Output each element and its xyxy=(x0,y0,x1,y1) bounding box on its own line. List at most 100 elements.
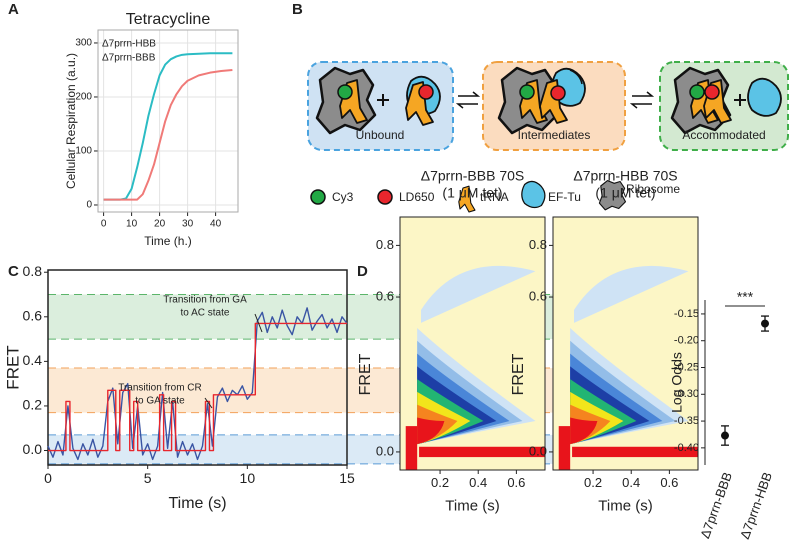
y-tick-label: 100 xyxy=(75,146,92,157)
ld650 xyxy=(418,84,434,100)
y-tick-label: 0.8 xyxy=(529,237,547,252)
legend-icon xyxy=(310,189,326,205)
y-tick-label: 0.0 xyxy=(529,443,547,458)
x-tick-label: 10 xyxy=(240,470,256,486)
x-axis-label: Time (s) xyxy=(598,498,652,515)
legend-label: LD650 xyxy=(399,190,435,204)
y-axis-label: Log Odds xyxy=(669,352,685,413)
y-tick-label: -0.40 xyxy=(674,442,699,454)
plus xyxy=(377,94,389,106)
annotation-leader xyxy=(204,397,213,409)
x-tick-label: 0.4 xyxy=(469,475,487,490)
series-line xyxy=(47,307,348,461)
legend-label: Cy3 xyxy=(332,190,354,204)
y-tick-label: -0.30 xyxy=(674,388,699,400)
chart-title: Δ7prrn-BBB 70S xyxy=(421,168,525,184)
contour-band xyxy=(558,426,571,470)
state-label: Accommodated xyxy=(682,128,765,142)
cy3 xyxy=(337,84,353,100)
legend-icon xyxy=(521,180,546,209)
annotation: to GA state xyxy=(135,396,185,407)
state-band xyxy=(48,294,650,340)
x-tick-label: Δ7prrn-HBB xyxy=(737,470,775,541)
legend-label: Δ7prrn-HBB xyxy=(102,39,156,50)
contour-band xyxy=(417,417,445,445)
panel-label: A xyxy=(8,1,19,18)
annotation: Transition from GA xyxy=(163,295,247,306)
annotation: to AC state xyxy=(181,308,230,319)
x-tick-label: 0 xyxy=(101,219,107,230)
y-tick-label: -0.20 xyxy=(674,335,699,347)
y-tick-label: 0.8 xyxy=(376,237,394,252)
legend-label: Δ7prrn-BBB xyxy=(102,53,156,64)
contour-band xyxy=(405,426,418,470)
contour-band xyxy=(419,446,545,458)
x-axis-label: Time (s) xyxy=(168,495,226,512)
contour-band xyxy=(570,417,598,445)
x-tick-label: 30 xyxy=(182,219,194,230)
contour-band xyxy=(572,446,698,458)
x-tick-label: Δ7prrn-BBB xyxy=(697,470,735,540)
chart-title: Tetracycline xyxy=(126,11,211,28)
legend-label: Ribosome xyxy=(626,182,680,196)
x-tick-label: 0.6 xyxy=(507,475,525,490)
equilibrium xyxy=(629,91,655,109)
y-tick-label: 300 xyxy=(75,38,92,49)
legend-label: tRNA xyxy=(480,190,509,204)
x-axis-label: Time (h.) xyxy=(144,234,192,248)
y-tick-label: 0.6 xyxy=(23,308,43,324)
legend-label: EF-Tu xyxy=(548,190,581,204)
chart-title: Δ7prrn-HBB 70S xyxy=(573,168,677,184)
y-tick-label: 0.0 xyxy=(23,441,43,457)
annotation-leader xyxy=(254,313,263,333)
y-tick-label: 0.2 xyxy=(23,397,43,413)
legend-icon xyxy=(377,189,393,205)
panel-label: D xyxy=(357,263,368,280)
y-axis-label: Cellular Respiration (a.u.) xyxy=(64,53,78,189)
state-label: Intermediates xyxy=(518,128,591,142)
x-tick-label: 15 xyxy=(339,470,355,486)
x-tick-label: 10 xyxy=(126,219,138,230)
x-tick-label: 0.2 xyxy=(584,475,602,490)
state-label: Unbound xyxy=(356,128,405,142)
y-tick-label: -0.35 xyxy=(674,415,699,427)
ld650 xyxy=(550,85,566,101)
ld650 xyxy=(704,84,720,100)
state-band xyxy=(48,434,650,464)
annotation: Transition from CR xyxy=(118,383,202,394)
y-axis-label: FRET xyxy=(510,353,527,395)
motion-arrow xyxy=(569,69,583,85)
diagram: Unbound Intermediates Accommodated Cy3 L… xyxy=(307,61,789,213)
x-tick-label: 40 xyxy=(210,219,222,230)
y-tick-label: 0.4 xyxy=(23,352,43,368)
significance-label: *** xyxy=(737,289,754,305)
cy3 xyxy=(689,84,705,100)
series-line xyxy=(48,322,347,452)
series-line xyxy=(103,52,233,201)
chart-title: (1 μM tet) xyxy=(442,185,502,201)
equilibrium xyxy=(455,91,481,109)
point xyxy=(761,319,769,328)
cy3 xyxy=(519,84,535,100)
plot-frame xyxy=(97,29,239,213)
x-tick-label: 0.4 xyxy=(622,475,640,490)
x-tick-label: 0 xyxy=(44,470,52,486)
plot-frame xyxy=(552,216,699,471)
y-tick-label: -0.15 xyxy=(674,308,699,320)
x-tick-label: 5 xyxy=(144,470,152,486)
y-tick-label: -0.25 xyxy=(674,361,699,373)
y-tick-label: 200 xyxy=(75,92,92,103)
x-tick-label: 0.6 xyxy=(660,475,678,490)
plus xyxy=(734,94,746,106)
series-line xyxy=(103,68,233,201)
point xyxy=(721,431,729,440)
panel-label: B xyxy=(292,1,303,18)
plot-frame xyxy=(47,269,348,466)
x-axis-label: Time (s) xyxy=(445,498,499,515)
y-axis-label: FRET xyxy=(3,345,22,389)
y-axis-label: FRET xyxy=(357,353,374,395)
x-tick-label: 20 xyxy=(154,219,166,230)
x-tick-label: 0.2 xyxy=(431,475,449,490)
chart-title: (1 μM tet) xyxy=(595,185,655,201)
